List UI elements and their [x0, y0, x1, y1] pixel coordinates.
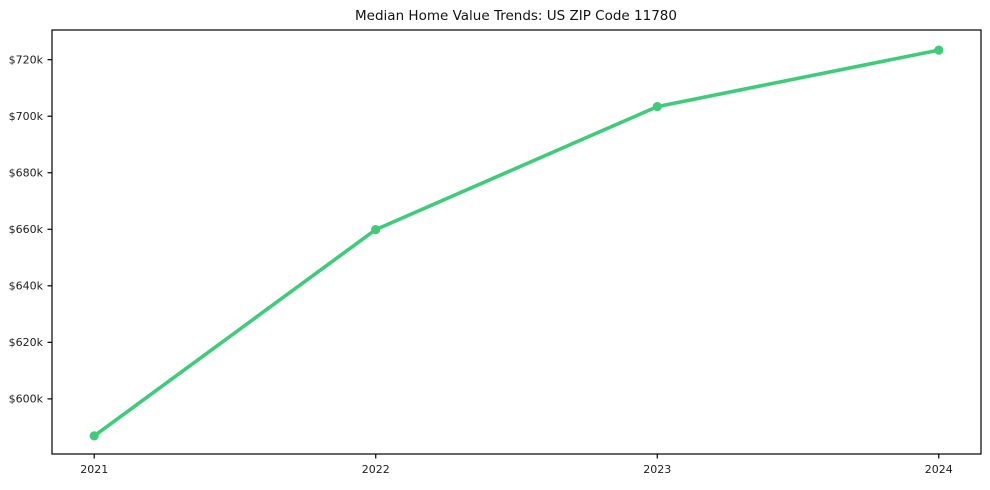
data-point: [89, 431, 99, 441]
data-point: [652, 102, 662, 112]
y-tick-label: $700k: [9, 110, 44, 123]
x-tick-label: 2022: [362, 463, 390, 476]
trend-series: [89, 45, 944, 441]
y-tick-label: $680k: [9, 167, 44, 180]
axes: $600k $620k $640k $660k $680k $700k $720k 2021 2…: [9, 29, 982, 476]
data-point: [371, 225, 381, 235]
data-point: [934, 45, 944, 55]
x-tick-label: 2023: [643, 463, 671, 476]
y-tick-label: $640k: [9, 280, 44, 293]
y-tick-label: $620k: [9, 336, 44, 349]
y-tick-label: $600k: [9, 393, 44, 406]
chart-title: Median Home Value Trends: US ZIP Code 11…: [355, 8, 677, 24]
trend-line: [92, 48, 941, 438]
plot-border: [51, 29, 982, 455]
y-tick-label: $660k: [9, 223, 44, 236]
x-tick-label: 2021: [80, 463, 108, 476]
x-tick-label: 2024: [925, 463, 953, 476]
y-tick-label: $720k: [9, 53, 44, 66]
